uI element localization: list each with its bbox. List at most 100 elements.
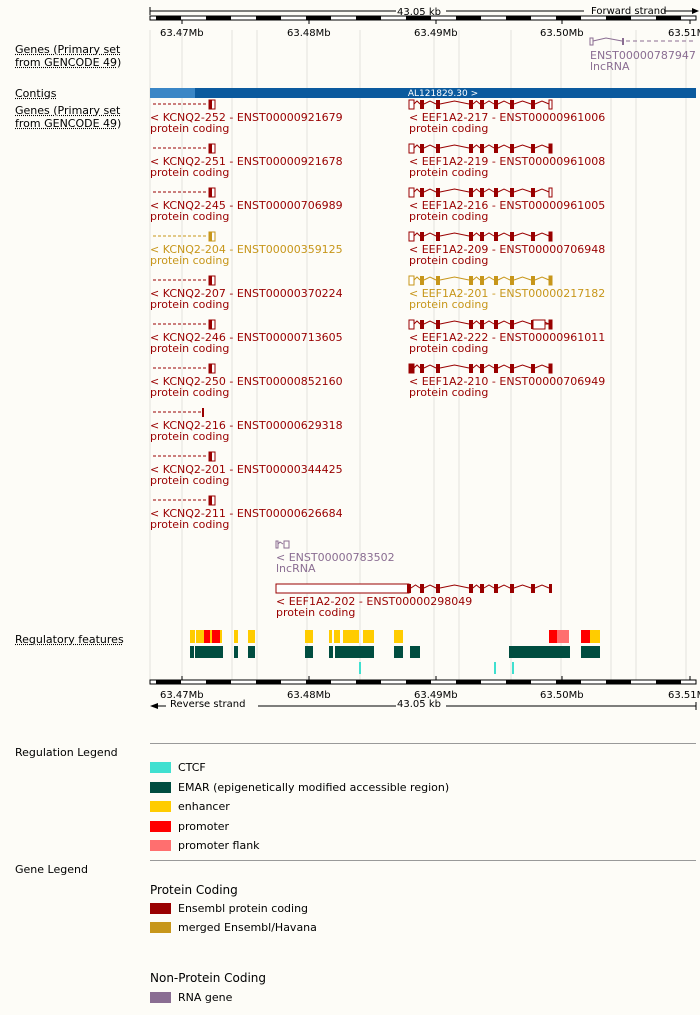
exon[interactable] [209, 144, 212, 153]
exon[interactable] [480, 276, 484, 285]
exon[interactable] [531, 232, 535, 241]
exon[interactable] [420, 188, 424, 197]
exon[interactable] [408, 363, 415, 374]
exon[interactable] [548, 319, 553, 330]
regulatory-feature-ctcf[interactable] [359, 662, 361, 674]
regulatory-feature-emar[interactable] [190, 646, 194, 658]
exon[interactable] [494, 232, 498, 241]
exon[interactable] [436, 100, 440, 109]
exon[interactable] [494, 364, 498, 373]
regulatory-feature-enhancer[interactable] [248, 630, 255, 643]
exon[interactable] [408, 319, 415, 330]
exon[interactable] [480, 144, 484, 153]
contig-segment[interactable] [150, 88, 195, 98]
regulatory-feature-enhancer[interactable] [210, 630, 212, 643]
regulatory-feature-promoter[interactable] [581, 630, 590, 643]
genome-browser-canvas[interactable]: 43.05 kb Forward strand 63.47Mb 63.47Mb 63.4… [0, 0, 700, 730]
exon[interactable] [548, 363, 553, 374]
exon[interactable] [531, 188, 535, 197]
exon[interactable] [480, 320, 484, 329]
contig-segment[interactable] [195, 88, 696, 98]
regulatory-feature-promoter[interactable] [212, 630, 220, 643]
exon[interactable] [420, 364, 424, 373]
regulatory-feature-ctcf[interactable] [494, 662, 496, 674]
exon[interactable] [531, 144, 535, 153]
exon[interactable] [494, 584, 498, 593]
exon[interactable] [436, 276, 440, 285]
exon[interactable] [209, 320, 212, 329]
exon[interactable] [436, 364, 440, 373]
regulatory-feature-enhancer[interactable] [334, 630, 340, 643]
exon[interactable] [589, 37, 594, 46]
exon[interactable] [480, 584, 484, 593]
exon[interactable] [510, 364, 514, 373]
track-label-genes-top[interactable]: Genes (Primary set from GENCODE 49) [15, 43, 121, 69]
exon[interactable] [510, 100, 514, 109]
exon[interactable] [510, 144, 514, 153]
exon[interactable] [407, 584, 411, 593]
track-label-genes-bottom[interactable]: Genes (Primary set from GENCODE 49) [15, 104, 121, 130]
exon[interactable] [548, 275, 553, 286]
exon[interactable] [531, 100, 535, 109]
exon[interactable] [469, 584, 473, 593]
regulatory-feature-enhancer[interactable] [590, 630, 600, 643]
exon[interactable] [494, 144, 498, 153]
regulatory-feature-emar[interactable] [335, 646, 374, 658]
exon[interactable] [494, 276, 498, 285]
exon[interactable] [209, 276, 212, 285]
regulatory-feature-emar[interactable] [509, 646, 570, 658]
regulatory-feature-enhancer[interactable] [394, 630, 403, 643]
track-label-contigs[interactable]: Contigs [15, 87, 56, 100]
regulatory-feature-emar[interactable] [410, 646, 420, 658]
exon[interactable] [275, 540, 279, 549]
exon[interactable] [510, 232, 514, 241]
regulatory-feature-enhancer[interactable] [305, 630, 313, 643]
regulatory-feature-emar[interactable] [305, 646, 313, 658]
exon[interactable] [622, 38, 624, 45]
exon[interactable] [420, 100, 424, 109]
exon[interactable] [549, 584, 552, 593]
exon[interactable] [494, 100, 498, 109]
regulatory-feature-enhancer[interactable] [363, 630, 374, 643]
exon[interactable] [469, 232, 473, 241]
exon[interactable] [436, 188, 440, 197]
exon[interactable] [531, 584, 535, 593]
exon[interactable] [469, 276, 473, 285]
exon[interactable] [209, 364, 212, 373]
exon[interactable] [209, 496, 212, 505]
exon[interactable] [548, 187, 553, 198]
regulatory-feature-emar[interactable] [394, 646, 403, 658]
exon[interactable] [436, 320, 440, 329]
exon[interactable] [469, 188, 473, 197]
exon[interactable] [420, 584, 424, 593]
exon[interactable] [531, 276, 535, 285]
exon[interactable] [436, 584, 440, 593]
regulatory-feature-emar[interactable] [329, 646, 333, 658]
exon[interactable] [209, 100, 212, 109]
exon[interactable] [494, 320, 498, 329]
exon[interactable] [209, 188, 212, 197]
exon[interactable] [480, 100, 484, 109]
exon[interactable] [408, 99, 415, 110]
exon[interactable] [408, 275, 415, 286]
exon[interactable] [531, 364, 535, 373]
exon[interactable] [209, 452, 212, 461]
regulatory-feature-promoter-flank[interactable] [557, 630, 569, 643]
exon[interactable] [494, 188, 498, 197]
exon[interactable] [408, 187, 415, 198]
exon[interactable] [532, 319, 546, 330]
exon[interactable] [510, 188, 514, 197]
exon[interactable] [480, 188, 484, 197]
regulatory-feature-enhancer[interactable] [343, 630, 359, 643]
track-label-regulatory[interactable]: Regulatory features [15, 633, 124, 646]
regulatory-feature-promoter[interactable] [204, 630, 210, 643]
exon[interactable] [469, 144, 473, 153]
exon[interactable] [548, 143, 553, 154]
exon[interactable] [275, 583, 410, 594]
regulatory-feature-emar[interactable] [581, 646, 600, 658]
exon[interactable] [408, 143, 415, 154]
exon[interactable] [209, 232, 212, 241]
exon[interactable] [510, 320, 514, 329]
exon[interactable] [469, 364, 473, 373]
regulatory-feature-promoter[interactable] [549, 630, 557, 643]
